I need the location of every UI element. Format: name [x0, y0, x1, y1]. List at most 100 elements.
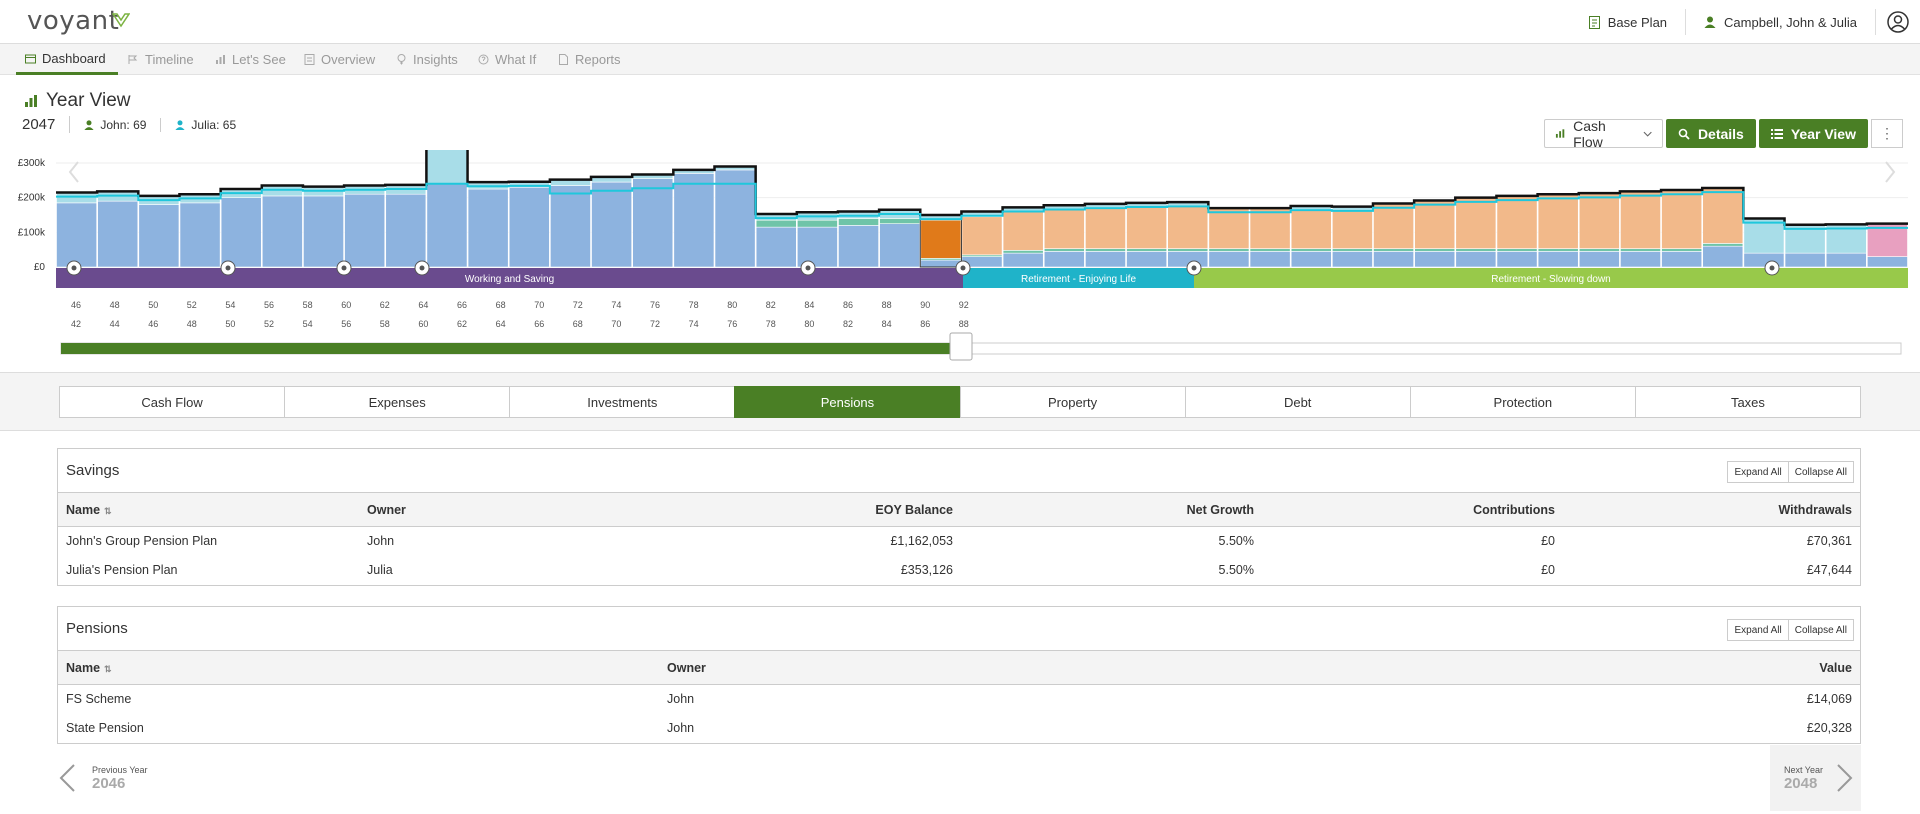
details-button[interactable]: Details [1665, 119, 1756, 148]
x-tick-label-john: 86 [843, 300, 853, 310]
table-row[interactable]: John's Group Pension Plan John £1,162,05… [58, 527, 1860, 556]
x-tick-label-julia: 86 [920, 319, 930, 329]
nav-dashboard[interactable]: Dashboard [16, 44, 118, 75]
tab-protection[interactable]: Protection [1409, 386, 1635, 418]
x-tick-label-john: 84 [804, 300, 814, 310]
timeline-slider-handle[interactable] [949, 332, 973, 361]
tab-taxes[interactable]: Taxes [1634, 386, 1861, 418]
column-header-contributions: Contributions [1262, 492, 1563, 527]
x-tick-label-john: 70 [534, 300, 544, 310]
nav-reports[interactable]: Reports [558, 44, 621, 75]
savings-collapse-all-button[interactable]: Collapse All [1788, 461, 1854, 483]
next-year-button[interactable]: Next Year 2048 [1770, 745, 1861, 811]
chart-bar-segment [1702, 245, 1744, 268]
brand-logo[interactable]: voyant [27, 6, 120, 36]
tab-property[interactable]: Property [959, 386, 1185, 418]
dashboard-icon [25, 54, 36, 63]
chart-bar-segment [385, 193, 427, 268]
tab-expenses[interactable]: Expenses [284, 386, 510, 418]
bar-chart-icon [216, 55, 225, 64]
column-header-name[interactable]: Name ⇅ [58, 492, 359, 527]
chart-bar-segment [1249, 248, 1291, 252]
nav-lets-see[interactable]: Let's See [215, 44, 286, 75]
column-header-name[interactable]: Name ⇅ [58, 650, 659, 685]
event-marker-dot [960, 265, 966, 271]
pensions-title: Pensions [66, 620, 128, 637]
x-tick-label-julia: 52 [264, 319, 274, 329]
chart-bar-segment [303, 195, 344, 268]
nav-insights[interactable]: Insights [396, 44, 458, 75]
table-row[interactable]: State Pension John £20,328 [58, 714, 1860, 743]
chart-bar-segment [1455, 197, 1497, 249]
x-tick-label-julia: 80 [804, 319, 814, 329]
previous-year-value: 2046 [92, 774, 126, 792]
chart-bar-segment [714, 169, 756, 268]
chart-bar-segment [838, 218, 879, 226]
nav-timeline[interactable]: Timeline [128, 44, 194, 75]
nav-label: Timeline [145, 52, 194, 67]
more-options-button[interactable]: ⋮ [1871, 119, 1903, 148]
x-tick-label-julia: 56 [341, 319, 351, 329]
x-tick-label-julia: 88 [959, 319, 969, 329]
client-label: Campbell, John & Julia [1724, 14, 1857, 30]
chevron-down-icon [1643, 131, 1652, 137]
bar-chart-icon [1555, 129, 1565, 138]
cell-name: Julia's Pension Plan [66, 563, 178, 577]
cell-net-growth: 5.50% [1218, 563, 1254, 577]
cell-eoy-balance: £353,126 [900, 563, 953, 577]
tab-debt[interactable]: Debt [1184, 386, 1410, 418]
nav-label: Overview [321, 52, 376, 67]
chart-bar-segment [261, 185, 303, 197]
pensions-expand-all-button[interactable]: Expand All [1727, 619, 1789, 641]
plan-selector[interactable]: Base Plan [1571, 9, 1687, 35]
previous-year-button[interactable]: Previous Year 2046 [57, 745, 177, 811]
chart-prev-arrow-icon [68, 161, 79, 183]
year-view-button[interactable]: Year View [1758, 119, 1868, 148]
current-year: 2047 [22, 116, 71, 133]
phase-label: Working and Saving [465, 274, 554, 285]
event-marker-dot [805, 265, 811, 271]
tab-pensions[interactable]: Pensions [734, 386, 960, 418]
chart-next-arrow-icon [1885, 161, 1896, 183]
cell-eoy-balance: £1,162,053 [890, 534, 953, 549]
x-tick-label-julia: 72 [650, 319, 660, 329]
savings-expand-all-button[interactable]: Expand All [1727, 461, 1789, 483]
chart-bar-segment [550, 185, 591, 268]
chart-bar-segment [1085, 207, 1126, 249]
lightbulb-icon [397, 54, 406, 65]
chart-type-select[interactable]: Cash Flow [1543, 118, 1663, 150]
chart-bar-segment [1620, 191, 1661, 249]
x-tick-label-john: 46 [71, 300, 81, 310]
chart-bar-segment [1702, 187, 1744, 244]
view-subtitle-row: 2047 John: 69 Julia: 65 [22, 116, 250, 133]
x-tick-label-julia: 82 [843, 319, 853, 329]
event-marker-dot [1769, 265, 1775, 271]
table-row[interactable]: Julia's Pension Plan Julia £353,126 5.50… [58, 556, 1860, 585]
y-tick-label: £0 [34, 262, 46, 273]
nav-what-if[interactable]: What If [478, 44, 536, 75]
tab-investments[interactable]: Investments [509, 386, 735, 418]
chart-bar-segment [1578, 248, 1620, 252]
event-marker-dot [419, 265, 425, 271]
view-toolbar: Cash Flow Details Year View ⋮ [1543, 118, 1903, 150]
tab-cash-flow[interactable]: Cash Flow [59, 386, 285, 418]
user-icon [175, 119, 186, 130]
cell-owner: John [667, 692, 695, 707]
chart-bar-segment [673, 173, 715, 268]
phase-band [56, 268, 963, 288]
chart-bar-segment [1085, 251, 1126, 268]
client-selector[interactable]: Campbell, John & Julia [1686, 9, 1876, 35]
table-row[interactable]: FS Scheme John £14,069 [58, 685, 1860, 714]
x-tick-label-julia: 70 [611, 319, 621, 329]
pensions-collapse-all-button[interactable]: Collapse All [1788, 619, 1854, 641]
cell-owner: John [367, 534, 395, 549]
julia-age: Julia: 65 [191, 117, 237, 132]
user-account-button[interactable] [1876, 0, 1920, 44]
cell-owner: John [667, 721, 695, 735]
chart-bar-segment [1126, 248, 1167, 252]
chart-bar-segment [591, 181, 632, 268]
x-tick-label-john: 76 [650, 300, 660, 310]
nav-overview[interactable]: Overview [304, 44, 375, 75]
x-tick-label-john: 80 [727, 300, 737, 310]
column-header-owner: Owner [659, 650, 1260, 685]
